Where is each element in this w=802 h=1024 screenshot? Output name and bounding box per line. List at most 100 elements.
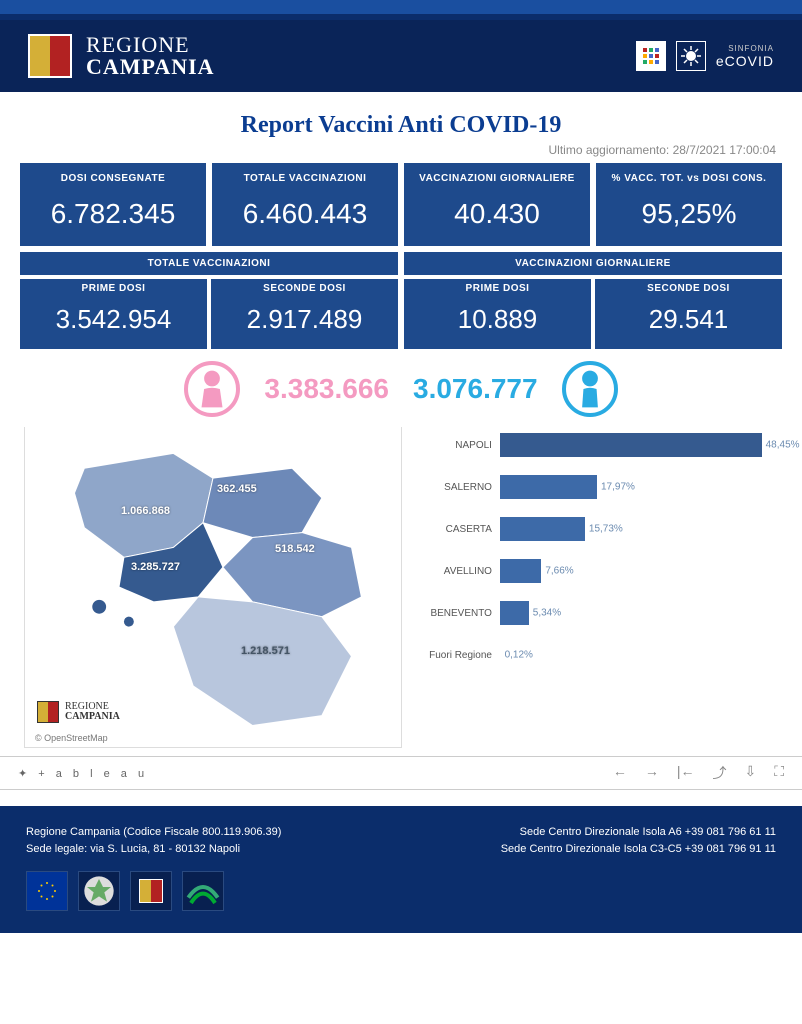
bar-fill (500, 559, 541, 583)
regione-flag-icon (37, 701, 59, 723)
female-icon (184, 361, 240, 417)
bar-track: 48,45% (500, 433, 770, 457)
bar-row[interactable]: CASERTA 15,73% (412, 517, 770, 541)
brand-line-2: CAMPANIA (86, 56, 215, 78)
campania-map[interactable]: 1.066.868 362.455 3.285.727 518.542 1.21… (25, 427, 401, 747)
map-value-caserta: 1.066.868 (121, 505, 170, 517)
card-value: 10.889 (408, 304, 587, 335)
bar-name: BENEVENTO (412, 608, 500, 619)
page-header: REGIONE CAMPANIA SINFONIA eCOVID (0, 20, 802, 92)
card-value: 40.430 (408, 198, 586, 230)
dose-breakdown-row: TOTALE VACCINAZIONI PRIME DOSI 3.542.954… (20, 252, 782, 349)
virus-logo-icon (676, 41, 706, 71)
bar-name: AVELLINO (412, 566, 500, 577)
footer-line-2: Sede legale: via S. Lucia, 81 - 80132 Na… (26, 841, 281, 858)
pixel-logo-icon (636, 41, 666, 71)
bar-track: 7,66% (500, 559, 770, 583)
repubblica-emblem-icon (78, 871, 120, 911)
block-head: VACCINAZIONI GIORNALIERE (404, 252, 782, 275)
giorn-prime-dosi: PRIME DOSI 10.889 (404, 279, 591, 349)
updated-label: Ultimo aggiornamento: (548, 143, 669, 157)
totale-prime-dosi: PRIME DOSI 3.542.954 (20, 279, 207, 349)
card-label: % VACC. TOT. vs DOSI CONS. (600, 173, 778, 184)
download-icon[interactable]: ⇩ (744, 763, 756, 783)
reset-icon[interactable]: |← (677, 763, 695, 783)
ecovid-brand: SINFONIA eCOVID (716, 44, 774, 69)
card-value: 3.542.954 (24, 304, 203, 335)
bar-fill (500, 601, 529, 625)
bar-row[interactable]: AVELLINO7,66% (412, 559, 770, 583)
gender-row: 3.383.666 3.076.777 (20, 361, 782, 417)
bar-pct-label: 15,73% (589, 524, 623, 535)
region-benevento[interactable] (203, 468, 322, 537)
male-icon (562, 361, 618, 417)
brand-line-1: REGIONE (86, 34, 215, 56)
top-accent-strip (0, 0, 802, 14)
map-svg (25, 427, 401, 747)
card-value: 2.917.489 (215, 304, 394, 335)
map-panel: 1.066.868 362.455 3.285.727 518.542 1.21… (24, 427, 402, 748)
bar-fill (500, 475, 597, 499)
card-label: SECONDE DOSI (599, 283, 778, 294)
kpi-row: DOSI CONSEGNATE 6.782.345 TOTALE VACCINA… (20, 163, 782, 246)
undo-icon[interactable]: ← (613, 763, 627, 783)
card-pct-vacc: % VACC. TOT. vs DOSI CONS. 95,25% (596, 163, 782, 246)
totale-seconde-dosi: SECONDE DOSI 2.917.489 (211, 279, 398, 349)
region-salerno[interactable] (173, 597, 351, 726)
tableau-brand: ✦ + a b l e a u (18, 767, 148, 780)
bar-pct-label: 17,97% (601, 482, 635, 493)
footer-right-1: Sede Centro Direzionale Isola A6 +39 081… (501, 824, 776, 841)
card-value: 6.460.443 (216, 198, 394, 230)
header-right-block: SINFONIA eCOVID (636, 41, 774, 71)
card-label: DOSI CONSEGNATE (24, 173, 202, 184)
card-value: 29.541 (599, 304, 778, 335)
footer-contact: Sede Centro Direzionale Isola A6 +39 081… (501, 824, 776, 857)
bar-track: 15,73% (500, 517, 770, 541)
bar-row[interactable]: BENEVENTO5,34% (412, 601, 770, 625)
female-value: 3.383.666 (264, 373, 389, 405)
footer-logo-strip (26, 871, 776, 911)
card-totale-vaccinazioni: TOTALE VACCINAZIONI 6.460.443 (212, 163, 398, 246)
card-value: 95,25% (600, 198, 778, 230)
male-value: 3.076.777 (413, 373, 538, 405)
footer-address: Regione Campania (Codice Fiscale 800.119… (26, 824, 281, 857)
giornaliere-block: VACCINAZIONI GIORNALIERE PRIME DOSI 10.8… (404, 252, 782, 349)
card-vaccinazioni-giornaliere: VACCINAZIONI GIORNALIERE 40.430 (404, 163, 590, 246)
bar-pct-label: 0,12% (505, 650, 533, 661)
bar-row[interactable]: Fuori Regione 0,12% (412, 643, 770, 667)
bar-name: CASERTA (412, 524, 500, 535)
map-brand-logo: REGIONE CAMPANIA (37, 701, 120, 723)
province-barchart: NAPOLI48,45% SALERNO17,97% CASERTA 15,73% AV… (412, 427, 778, 748)
bar-name: NAPOLI (412, 440, 500, 451)
island-icon (92, 600, 106, 614)
tableau-toolbar: ✦ + a b l e a u ← → |← ⤴ ⇩ ⛶ (0, 756, 802, 790)
sinfonia-label: SINFONIA (716, 44, 774, 53)
redo-icon[interactable]: → (645, 763, 659, 783)
bar-row[interactable]: NAPOLI48,45% (412, 433, 770, 457)
map-logo-line-2: CAMPANIA (65, 712, 120, 722)
card-label: SECONDE DOSI (215, 283, 394, 294)
ecovid-label: eCOVID (716, 53, 774, 69)
osm-credit: © OpenStreetMap (35, 733, 108, 743)
card-label: PRIME DOSI (24, 283, 203, 294)
island-icon (124, 617, 134, 627)
footer-right-2: Sede Centro Direzionale Isola C3-C5 +39 … (501, 841, 776, 858)
giorn-seconde-dosi: SECONDE DOSI 29.541 (595, 279, 782, 349)
card-dosi-consegnate: DOSI CONSEGNATE 6.782.345 (20, 163, 206, 246)
card-label: PRIME DOSI (408, 283, 587, 294)
page-title: Report Vaccini Anti COVID-19 (20, 112, 782, 139)
last-updated: Ultimo aggiornamento: 28/7/2021 17:00:04 (20, 143, 782, 157)
map-value-salerno: 1.218.571 (241, 645, 290, 657)
bar-fill (500, 433, 762, 457)
share-icon[interactable]: ⤴ (712, 763, 726, 783)
bar-fill (500, 517, 585, 541)
map-value-napoli: 3.285.727 (131, 561, 180, 573)
block-head: TOTALE VACCINAZIONI (20, 252, 398, 275)
bar-track: 17,97% (500, 475, 770, 499)
fullscreen-icon[interactable]: ⛶ (774, 763, 784, 783)
main-content: Report Vaccini Anti COVID-19 Ultimo aggi… (0, 92, 802, 748)
bar-track: 0,12% (500, 643, 770, 667)
bar-name: Fuori Regione (412, 650, 500, 661)
map-value-avellino: 518.542 (275, 543, 315, 555)
bar-row[interactable]: SALERNO17,97% (412, 475, 770, 499)
